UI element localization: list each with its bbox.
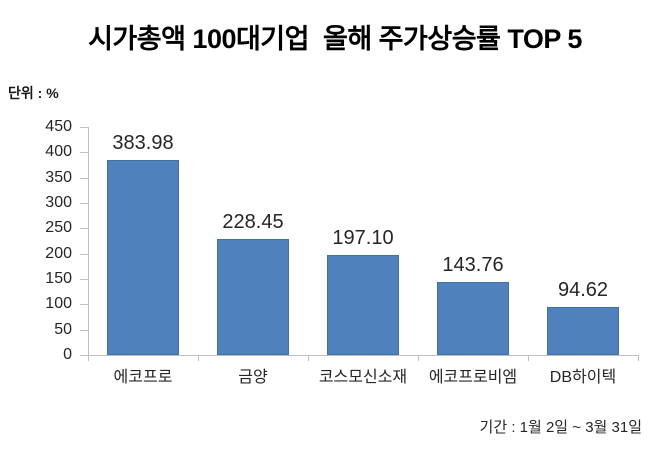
x-axis-tick [198,355,199,361]
y-axis-tick [80,127,88,128]
bar [437,282,509,355]
bar-value-label: 383.98 [112,132,174,155]
x-axis-tick [308,355,309,361]
y-axis-label: 0 [63,346,72,363]
y-axis-tick [80,279,88,280]
y-axis-tick [80,177,88,179]
y-axis-tick [80,304,88,306]
category-label: 금양 [238,369,268,386]
bar-value-label: 228.45 [222,211,284,234]
bar [107,160,179,355]
y-axis-tick [80,355,88,356]
x-axis-tick [638,355,639,361]
y-axis-label: 400 [45,143,72,161]
y-axis-label: 200 [45,244,72,262]
x-axis-tick [418,355,419,361]
x-axis-tick [88,355,89,361]
y-axis-tick [80,228,88,230]
y-axis-tick [80,203,88,204]
bar-value-label: 197.10 [332,227,394,250]
bar-value-label: 94.62 [557,279,609,302]
y-axis-label: 50 [54,320,72,338]
y-axis-tick [80,253,88,255]
y-axis-line [88,127,89,355]
y-axis-label: 350 [45,168,72,186]
bar-value-label: 143.76 [442,254,504,277]
unit-label: 단위 : % [8,85,59,101]
category-label: DB하이텍 [549,369,617,386]
x-axis-line [88,355,639,356]
category-label: 코스모신소재 [318,369,408,386]
bar [547,307,619,355]
y-axis-label: 250 [45,219,72,237]
y-axis-label: 100 [45,295,72,313]
y-axis-label: 450 [45,118,72,135]
period-label: 기간 : 1월 2일 ~ 3월 31일 [479,419,642,436]
y-axis-tick [80,329,88,331]
bar [217,239,289,355]
chart-title: 시가총액 100대기업 올해 주가상승률 TOP 5 [88,24,582,54]
bar [327,255,399,355]
y-axis-tick [80,152,88,154]
x-axis-tick [528,355,529,361]
category-label: 에코프로비엠 [428,369,518,386]
y-axis-label: 300 [45,194,72,211]
category-label: 에코프로 [113,369,173,386]
y-axis-label: 150 [45,270,72,287]
